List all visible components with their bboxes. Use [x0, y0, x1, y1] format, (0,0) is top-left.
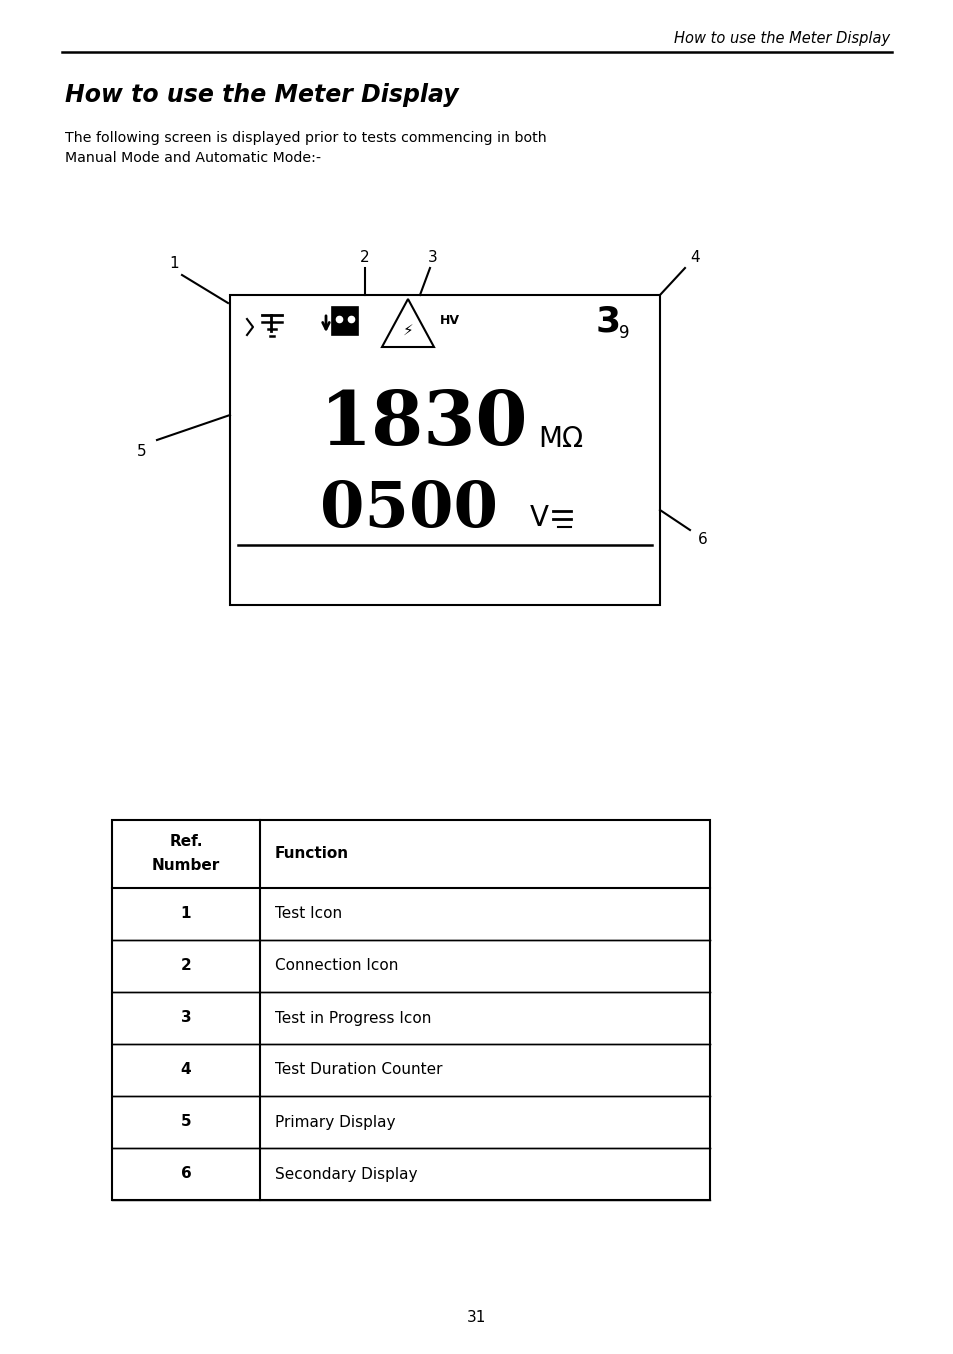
Text: 6: 6 [698, 532, 707, 547]
Text: ⚡: ⚡ [402, 322, 413, 337]
Text: 3: 3 [595, 305, 619, 338]
Text: Secondary Display: Secondary Display [274, 1167, 417, 1182]
Text: Test in Progress Icon: Test in Progress Icon [274, 1010, 431, 1025]
Text: Primary Display: Primary Display [274, 1114, 395, 1129]
Text: How to use the Meter Display: How to use the Meter Display [65, 83, 458, 107]
Bar [332, 307, 357, 334]
Text: 1: 1 [180, 906, 191, 922]
Text: 4: 4 [180, 1063, 192, 1078]
Text: Ref.: Ref. [169, 834, 203, 849]
Text: 4: 4 [689, 250, 700, 265]
Text: 2: 2 [180, 959, 192, 974]
Text: Test Icon: Test Icon [274, 906, 342, 922]
Text: V: V [530, 504, 548, 532]
Text: 0500: 0500 [319, 479, 497, 540]
Text: 9: 9 [618, 324, 629, 343]
Text: 5: 5 [180, 1114, 192, 1129]
Text: 1830: 1830 [319, 389, 528, 462]
Text: 2: 2 [360, 250, 370, 265]
Text: Connection Icon: Connection Icon [274, 959, 398, 974]
Text: 1: 1 [169, 256, 178, 272]
Polygon shape [381, 299, 434, 347]
Text: How to use the Meter Display: How to use the Meter Display [673, 31, 889, 46]
Text: 6: 6 [180, 1167, 192, 1182]
Text: 3: 3 [180, 1010, 192, 1025]
Text: Number: Number [152, 858, 220, 873]
Text: MΩ: MΩ [537, 425, 582, 454]
Text: 5: 5 [137, 444, 147, 459]
Bar [112, 821, 709, 1200]
Text: 3: 3 [428, 250, 437, 265]
Text: The following screen is displayed prior to tests commencing in both: The following screen is displayed prior … [65, 131, 546, 145]
Bar [230, 295, 659, 605]
Text: Function: Function [274, 846, 349, 861]
Text: 31: 31 [467, 1311, 486, 1326]
Text: Test Duration Counter: Test Duration Counter [274, 1063, 442, 1078]
Text: Manual Mode and Automatic Mode:-: Manual Mode and Automatic Mode:- [65, 152, 321, 165]
Text: HV: HV [439, 314, 459, 328]
